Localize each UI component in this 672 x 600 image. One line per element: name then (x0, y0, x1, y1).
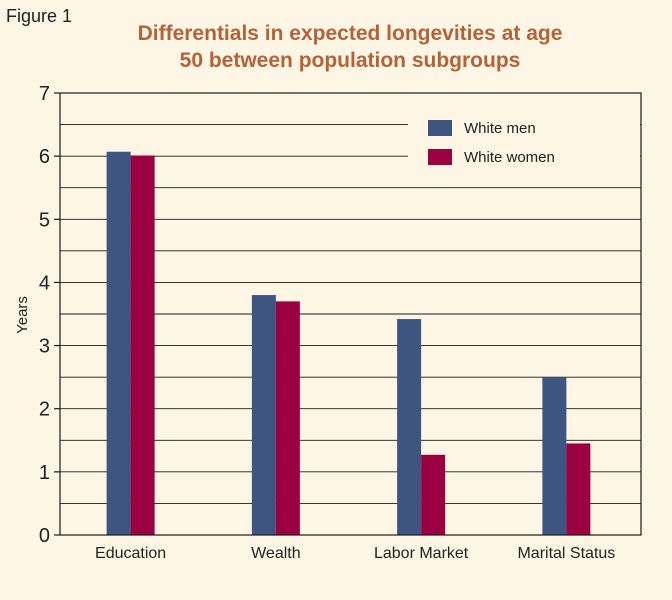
x-category-label: Education (95, 545, 166, 562)
bar-1-0 (130, 155, 155, 536)
x-category-labels: Education Wealth Labor Market Marital Statu… (95, 545, 615, 562)
x-category-label: Wealth (251, 545, 301, 562)
y-tick-label: 0 (39, 525, 50, 547)
bar-0-0 (106, 151, 131, 536)
y-tick-label: 2 (39, 399, 50, 421)
grid-lines (60, 124, 641, 504)
axes (54, 92, 642, 536)
x-category-label: Labor Market (374, 545, 469, 562)
y-tick-label: 3 (39, 336, 50, 358)
bar-1-2 (421, 454, 446, 535)
x-category-label: Marital Status (517, 545, 615, 562)
y-axis-label: Years (14, 296, 31, 334)
y-tick-label: 7 (39, 83, 50, 105)
plot-frame (59, 92, 642, 536)
chart-title-line-1: Differentials in expected longevities at… (137, 22, 563, 45)
bars (106, 151, 591, 536)
bar-1-3 (566, 443, 591, 535)
y-tick-labels: 0 1 2 3 4 5 6 7 (39, 83, 50, 547)
legend-label-1: White women (464, 149, 555, 166)
chart-title: Differentials in expected longevities at… (60, 20, 640, 74)
y-tick-label: 1 (39, 462, 50, 484)
legend: White men White women (408, 104, 640, 176)
y-tick-label: 6 (39, 146, 50, 168)
bar-1-1 (275, 301, 300, 535)
figure-label: Figure 1 (6, 6, 73, 26)
legend-swatch-1 (428, 149, 452, 165)
legend-label-0: White men (464, 120, 536, 137)
legend-swatch-0 (428, 120, 452, 136)
y-tick-label: 5 (39, 209, 50, 231)
chart-title-line-2: 50 between population subgroups (179, 49, 521, 72)
bar-0-2 (397, 319, 422, 535)
bar-0-3 (542, 377, 567, 535)
y-tick-label: 4 (39, 272, 50, 294)
bar-0-1 (251, 295, 276, 535)
